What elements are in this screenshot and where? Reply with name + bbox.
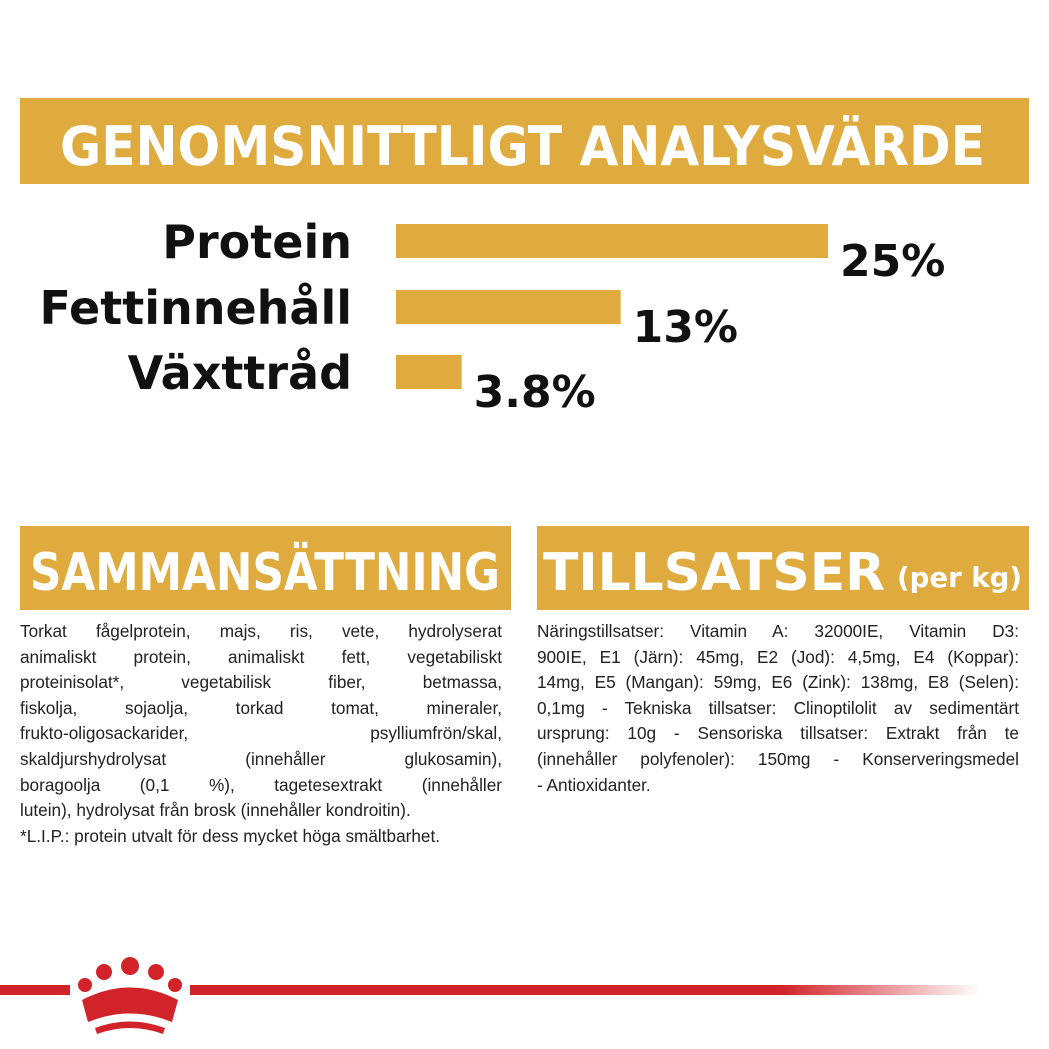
category-label: Protein (162, 215, 352, 269)
footer-line (0, 985, 70, 995)
additives-band (537, 526, 1029, 610)
composition-line: Torkat fågelprotein, majs, ris, vete, hy… (20, 621, 502, 641)
bar (396, 290, 621, 324)
additives-line: ursprung: 10g - Sensoriska tillsatser: E… (537, 723, 1019, 744)
crown-logo (78, 957, 182, 1034)
additives-line: (innehåller polyfenoler): 150mg - Konser… (537, 748, 1019, 769)
value-label: 13% (633, 302, 738, 353)
title-band (20, 98, 1029, 184)
composition-text: Torkat fågelprotein, majs, ris, vete, hy… (20, 619, 502, 849)
composition-line: *L.I.P.: protein utvalt för dess mycket … (20, 825, 441, 846)
bar (396, 224, 828, 258)
composition-band (20, 526, 511, 610)
composition-line: boragoolja (0,1 %), tagetesextrakt (inne… (20, 774, 502, 795)
composition-line: skaldjurshydrolysat (innehåller glukosam… (20, 748, 502, 769)
composition-title: SAMMANSÄTTNING (30, 542, 500, 603)
composition-line: lutein), hydrolysat från brosk (innehåll… (20, 800, 411, 821)
composition-line: frukto-oligosackarider, psylliumfrön/ska… (20, 723, 502, 744)
composition-line: animaliskt protein, animaliskt fett, veg… (20, 646, 502, 667)
additives-text: Näringstillsatser: Vitamin A: 32000IE, V… (537, 619, 1019, 798)
additives-line: Näringstillsatser: Vitamin A: 32000IE, V… (537, 621, 1019, 641)
value-label: 25% (840, 236, 945, 287)
additives-line: 900IE, E1 (Järn): 45mg, E2 (Jod): 4,5mg,… (537, 646, 1019, 667)
footer-line (190, 985, 980, 995)
additives-title: TILLSATSER (543, 543, 885, 603)
chart-title: GENOMSNITTLIGT ANALYSVÄRDE (60, 115, 985, 178)
additives-unit: (per kg) (897, 561, 1022, 594)
category-label: Fettinnehåll (39, 281, 352, 335)
additives-line: 14mg, E5 (Mangan): 59mg, E6 (Zink): 138m… (537, 672, 1019, 693)
additives-line: - Antioxidanter. (537, 774, 651, 795)
composition-line: fiskolja, sojaolja, torkad tomat, minera… (20, 697, 502, 718)
composition-line: proteinisolat*, vegetabilisk fiber, betm… (20, 672, 502, 693)
category-label: Växttråd (128, 346, 352, 400)
footer (0, 957, 980, 1034)
bar (396, 355, 462, 389)
value-label: 3.8% (474, 367, 596, 418)
additives-line: 0,1mg - Tekniska tillsatser: Clinoptilol… (537, 697, 1019, 718)
